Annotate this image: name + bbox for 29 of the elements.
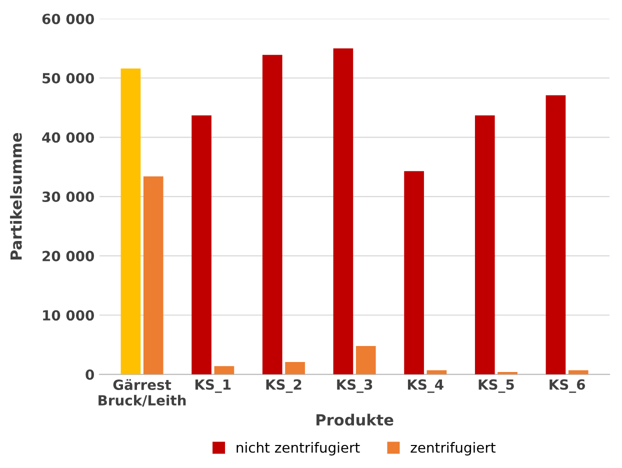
legend-label: nicht zentrifugiert <box>236 442 360 456</box>
y-tick-label: 40 000 <box>42 132 94 143</box>
x-tick-label: KS_2 <box>266 379 302 393</box>
y-tick-label: 20 000 <box>42 250 94 262</box>
x-tick-label: Gärrest Bruck/Leith <box>98 379 186 407</box>
y-tick-label: 30 000 <box>42 192 94 202</box>
y-axis-title: Partikelsumme <box>10 132 22 260</box>
y-tick-label: 60 000 <box>42 14 94 24</box>
x-tick-label: KS_6 <box>550 379 585 393</box>
x-tick-label: KS_1 <box>195 379 231 393</box>
x-tick-label: KS_4 <box>408 379 444 393</box>
x-axis-title: Produkte <box>316 414 394 426</box>
legend-label: zentrifugiert <box>410 442 496 456</box>
bar <box>474 115 495 374</box>
bar <box>120 68 141 374</box>
y-tick-label: 0 <box>86 369 94 380</box>
bar <box>143 176 164 374</box>
y-tick-label: 10 000 <box>43 310 94 321</box>
bar <box>404 171 424 374</box>
bar <box>356 346 376 374</box>
y-tick-label: 50 000 <box>42 72 94 84</box>
x-tick-label: KS_5 <box>478 379 514 393</box>
bar <box>262 54 282 374</box>
bar <box>285 362 305 374</box>
bar <box>333 48 354 374</box>
bar <box>546 95 566 374</box>
bar <box>192 115 212 374</box>
bar <box>214 366 234 374</box>
x-tick-label: KS_3 <box>337 379 372 393</box>
